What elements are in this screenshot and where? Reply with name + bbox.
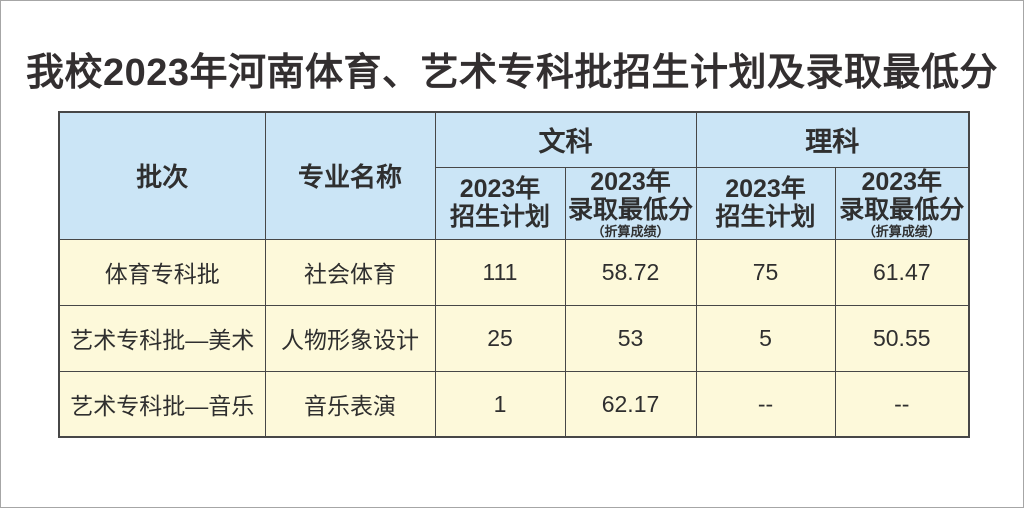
- subheader-min-label: 录取最低分: [839, 195, 965, 224]
- header-batch: 批次: [58, 111, 266, 240]
- header-group-liberal-arts: 文科: [434, 111, 697, 168]
- cell-science-min: --: [834, 370, 970, 438]
- cell-science-plan: 5: [695, 304, 836, 372]
- subheader-plan-science: 2023年 招生计划: [695, 166, 836, 240]
- subheader-min-year: 2023年: [861, 167, 943, 196]
- subheader-plan-year: 2023年: [459, 175, 541, 204]
- cell-science-min: 61.47: [834, 238, 970, 306]
- cell-major: 音乐表演: [264, 370, 436, 438]
- subheader-plan-label: 招生计划: [715, 203, 816, 232]
- cell-liberal-arts-min: 53: [564, 304, 697, 372]
- cell-batch: 体育专科批: [58, 238, 266, 306]
- header-group-science: 理科: [695, 111, 970, 168]
- cell-liberal-arts-min: 58.72: [564, 238, 697, 306]
- cell-liberal-arts-min: 62.17: [564, 370, 697, 438]
- cell-liberal-arts-plan: 1: [434, 370, 566, 438]
- subheader-plan-liberal-arts: 2023年 招生计划: [434, 166, 566, 240]
- subheader-min-liberal-arts: 2023年 录取最低分 （折算成绩）: [564, 166, 697, 240]
- table-header: 批次 专业名称 文科 理科 2023年 招生计划 2023年 录取最低分 （折算…: [58, 111, 970, 240]
- cell-major: 社会体育: [264, 238, 436, 306]
- header-sub-row: 2023年 招生计划 2023年 录取最低分 （折算成绩） 2023年 招生计划…: [59, 166, 970, 240]
- subheader-min-label: 录取最低分: [567, 195, 693, 224]
- table-row: 体育专科批 社会体育 111 58.72 75 61.47: [58, 238, 970, 306]
- page-title: 我校2023年河南体育、艺术专科批招生计划及录取最低分: [25, 52, 999, 94]
- cell-liberal-arts-plan: 111: [434, 238, 566, 306]
- subheader-min-note: （折算成绩）: [862, 223, 941, 239]
- cell-science-plan: 75: [695, 238, 836, 306]
- subheader-plan-year: 2023年: [725, 175, 806, 204]
- table-body: 体育专科批 社会体育 111 58.72 75 61.47 艺术专科批—美术 人…: [58, 238, 970, 438]
- subheader-min-note: （折算成绩）: [591, 223, 670, 239]
- cell-major: 人物形象设计: [264, 304, 436, 372]
- cell-batch: 艺术专科批—音乐: [58, 370, 266, 438]
- subheader-plan-label: 招生计划: [449, 203, 550, 232]
- cell-batch: 艺术专科批—美术: [58, 304, 266, 372]
- table-row: 艺术专科批—美术 人物形象设计 25 53 5 50.55: [58, 304, 970, 372]
- header-major: 专业名称: [264, 111, 436, 240]
- cell-liberal-arts-plan: 25: [434, 304, 566, 372]
- subheader-min-science: 2023年 录取最低分 （折算成绩）: [834, 166, 970, 240]
- subheader-min-year: 2023年: [590, 167, 671, 196]
- table-row: 艺术专科批—音乐 音乐表演 1 62.17 -- --: [58, 370, 970, 438]
- cell-science-plan: --: [695, 370, 836, 438]
- header-group-row: 批次 专业名称 文科 理科: [58, 111, 970, 240]
- cell-science-min: 50.55: [834, 304, 970, 372]
- admissions-table: 批次 专业名称 文科 理科 2023年 招生计划 2023年 录取最低分 （折算…: [58, 111, 970, 439]
